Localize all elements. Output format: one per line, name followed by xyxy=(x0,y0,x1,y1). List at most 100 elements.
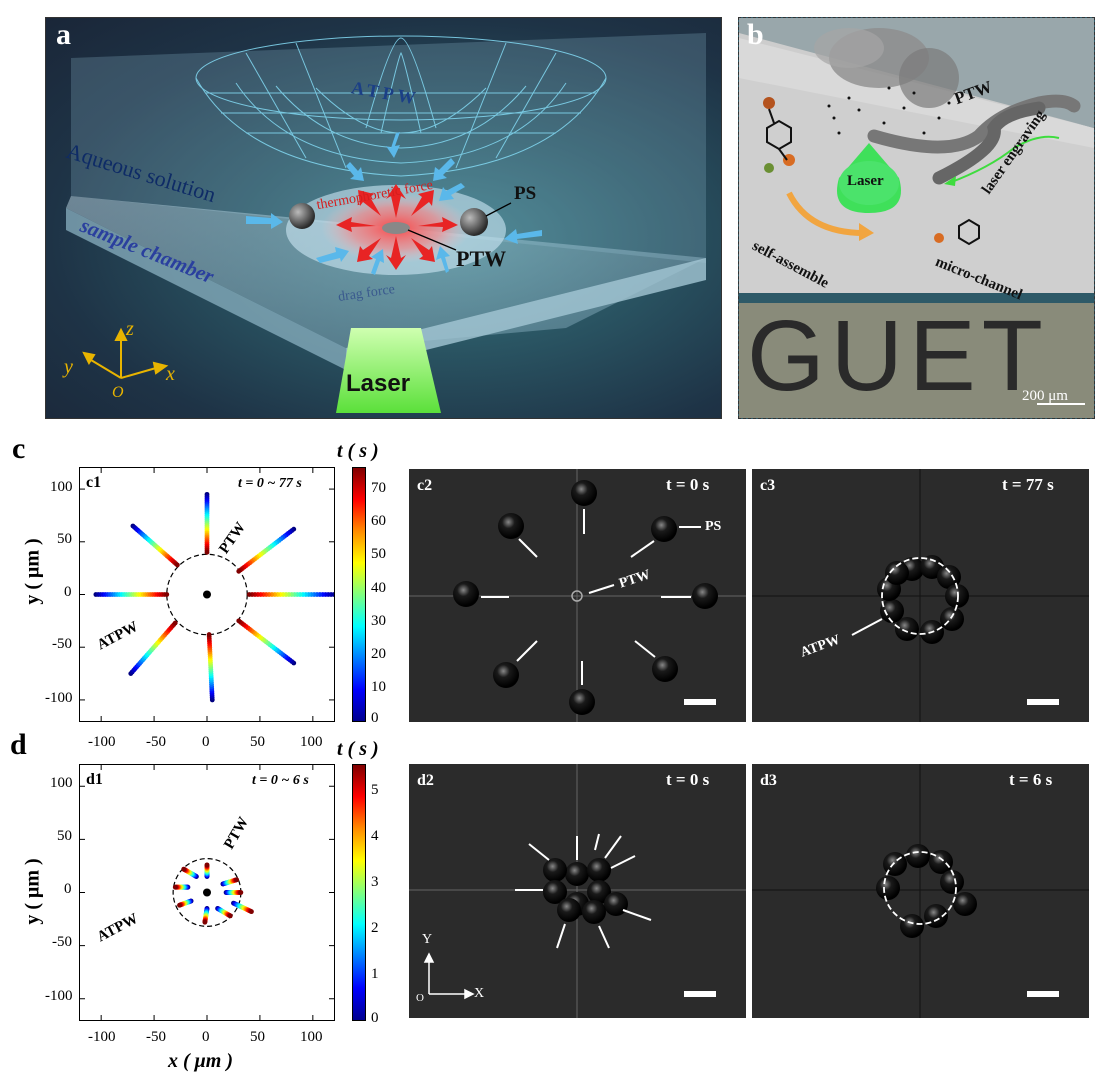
d1-time-range: t = 0 ~ 6 s xyxy=(252,773,309,788)
d-colorbar-tick: 0 xyxy=(371,1010,379,1026)
micrograph-d2-svg xyxy=(409,764,746,1018)
micrograph-c3-svg xyxy=(752,469,1089,722)
atpw-pointer xyxy=(851,618,883,636)
panel-letter-c: c xyxy=(12,432,26,465)
d1-label: d1 xyxy=(86,771,103,788)
panel-letter-d: d xyxy=(10,728,27,761)
scalebar-d2 xyxy=(684,991,716,997)
d1-ytick: -100 xyxy=(45,988,73,1004)
trajectory-point xyxy=(227,913,233,919)
atpw-circle xyxy=(881,557,959,635)
c-colorbar-tick: 30 xyxy=(371,613,386,629)
trajectory-point xyxy=(164,592,170,597)
laser-cone xyxy=(336,328,441,413)
d1-xtick: 0 xyxy=(202,1029,210,1045)
trajectory-point xyxy=(181,866,187,872)
c-colorbar xyxy=(352,467,366,722)
trajectory-point xyxy=(238,890,244,895)
micrograph-d3: d3 t = 6 s xyxy=(752,764,1089,1018)
c-colorbar-tick: 70 xyxy=(371,480,386,496)
micrograph-c3: c3 t = 77 s ATPW xyxy=(752,469,1089,722)
ps-ring xyxy=(877,555,969,644)
c1-xtick: -100 xyxy=(88,734,116,750)
c1-xtick: -50 xyxy=(146,734,166,750)
d-colorbar-tick: 2 xyxy=(371,920,379,936)
c1-time-range: t = 0 ~ 77 s xyxy=(238,476,302,491)
d2-label: d2 xyxy=(417,772,434,789)
d-colorbar-title: t ( s ) xyxy=(337,738,379,760)
trajectory-point xyxy=(206,632,212,637)
d1-xtick: 100 xyxy=(300,1029,323,1045)
c1-ytick: -100 xyxy=(45,690,73,706)
c1-xtick: 50 xyxy=(250,734,265,750)
label-b-laser: Laser xyxy=(847,173,884,189)
d1-ytick: 100 xyxy=(50,775,73,791)
micrograph-d2: d2 t = 0 s Y X O xyxy=(409,764,746,1018)
scalebar-c3 xyxy=(1027,699,1059,705)
c2-time: t = 0 s xyxy=(666,475,710,494)
ptw-particle xyxy=(382,222,410,234)
axis-origin-label: O xyxy=(112,384,124,401)
micrograph-d3-svg xyxy=(752,764,1089,1018)
d1-ytick: 50 xyxy=(57,828,72,844)
c1-xtick: 100 xyxy=(300,734,323,750)
trajectory-point xyxy=(236,568,242,574)
c-colorbar-title: t ( s ) xyxy=(337,440,379,462)
trajectory-point xyxy=(177,902,182,908)
ps-sphere-right xyxy=(460,208,488,236)
d1-xtick: -50 xyxy=(146,1029,166,1045)
c3-time: t = 77 s xyxy=(1002,475,1054,494)
ptw-center-dot xyxy=(203,590,211,599)
trajectory-point xyxy=(204,549,210,555)
trajectory-point xyxy=(246,592,252,597)
label-ptw: PTW xyxy=(456,246,507,271)
c-colorbar-tick: 60 xyxy=(371,513,386,529)
c1-ytick: 0 xyxy=(64,584,72,600)
label-scalebar-b: 200 μm xyxy=(1022,388,1068,404)
trajectory-point xyxy=(172,620,178,626)
d-ylabel: y ( μm ) xyxy=(21,858,44,925)
micrograph-c2: c2 t = 0 s PS PTW xyxy=(409,469,746,722)
ptw-center-dot xyxy=(203,888,211,897)
trajectory-point xyxy=(172,884,178,890)
ps-cluster xyxy=(543,858,628,924)
c1-ytick: 50 xyxy=(57,531,72,547)
scalebar-c2 xyxy=(684,699,716,705)
d-colorbar-tick: 1 xyxy=(371,966,379,982)
d3-label: d3 xyxy=(760,772,777,789)
trajectory-point xyxy=(236,618,242,624)
plot-d1-svg xyxy=(80,765,334,1020)
d2-axis-y: Y xyxy=(422,932,433,947)
label-ps: PS xyxy=(514,183,537,204)
drag-arrows xyxy=(246,132,542,275)
axes-icon xyxy=(82,327,169,379)
c1-ytick: 100 xyxy=(50,479,73,495)
ps-ring xyxy=(876,844,977,938)
c1-xtick: 0 xyxy=(202,734,210,750)
panel-a: a ATPW Aqueous solution sample chamber t… xyxy=(45,17,722,419)
motion-arrows xyxy=(481,509,701,685)
panel-b: b PTW Laser laser engraving self-assembl… xyxy=(738,17,1095,419)
d-xlabel: x ( μm ) xyxy=(168,1050,233,1072)
c1-ytick: -50 xyxy=(52,636,72,652)
engraving-arrow xyxy=(948,135,1060,184)
atpw-circle xyxy=(883,851,957,925)
c2-label-ps: PS xyxy=(705,519,722,534)
trajectory-point xyxy=(234,877,240,883)
plot-d1: d1 t = 0 ~ 6 s PTW ATPW xyxy=(79,764,335,1021)
d1-xtick: -100 xyxy=(88,1029,116,1045)
trajectory-point xyxy=(204,862,210,868)
panel-b-illustration xyxy=(739,18,1094,418)
d2-axis-x: X xyxy=(474,986,485,1001)
ps-spheres xyxy=(453,480,718,715)
d-colorbar-tick: 5 xyxy=(371,782,379,798)
plot-c1: c1 t = 0 ~ 77 s PTW ATPW xyxy=(79,467,337,722)
d2-time: t = 0 s xyxy=(666,770,710,789)
panel-letter-b: b xyxy=(747,18,764,51)
trajectory-point xyxy=(249,909,254,915)
panel-a-illustration xyxy=(66,33,706,413)
scalebar-d3 xyxy=(1027,991,1059,997)
molecule-icon xyxy=(763,97,980,246)
guet-micrograph xyxy=(739,303,1094,418)
c-ylabel: y ( μm ) xyxy=(21,538,44,605)
